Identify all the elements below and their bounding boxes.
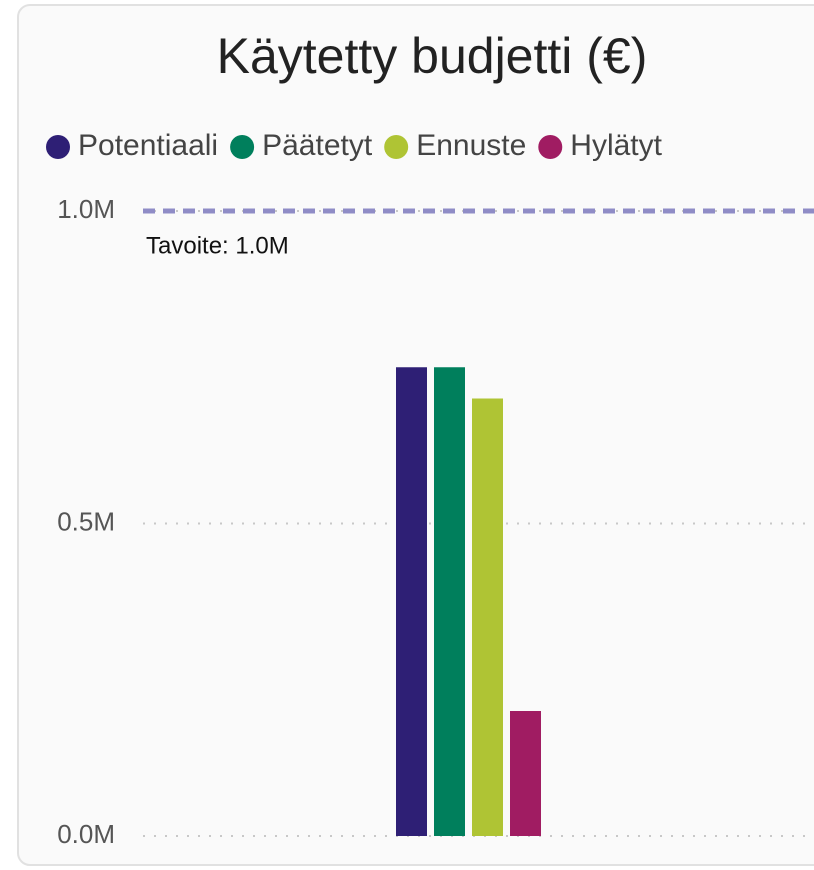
target-label: Tavoite: 1.0M bbox=[146, 232, 289, 259]
legend-dot bbox=[230, 135, 255, 159]
legend-label: Potentiaali bbox=[78, 129, 218, 162]
bar bbox=[396, 367, 427, 836]
y-tick-label: 0.0M bbox=[57, 819, 115, 849]
legend-label: Hylätyt bbox=[570, 129, 662, 162]
bar bbox=[472, 398, 503, 836]
y-tick-label: 0.5M bbox=[57, 506, 115, 536]
legend-dot bbox=[46, 135, 70, 159]
legend-label: Ennuste bbox=[416, 129, 526, 162]
legend-dot bbox=[384, 135, 409, 159]
y-tick-label: 1.0M bbox=[57, 194, 115, 224]
bar bbox=[510, 711, 541, 836]
chart-title: Käytetty budjetti (€) bbox=[217, 28, 648, 84]
legend-dot bbox=[538, 135, 563, 159]
bar bbox=[434, 367, 465, 836]
legend-label: Päätetyt bbox=[262, 129, 373, 162]
